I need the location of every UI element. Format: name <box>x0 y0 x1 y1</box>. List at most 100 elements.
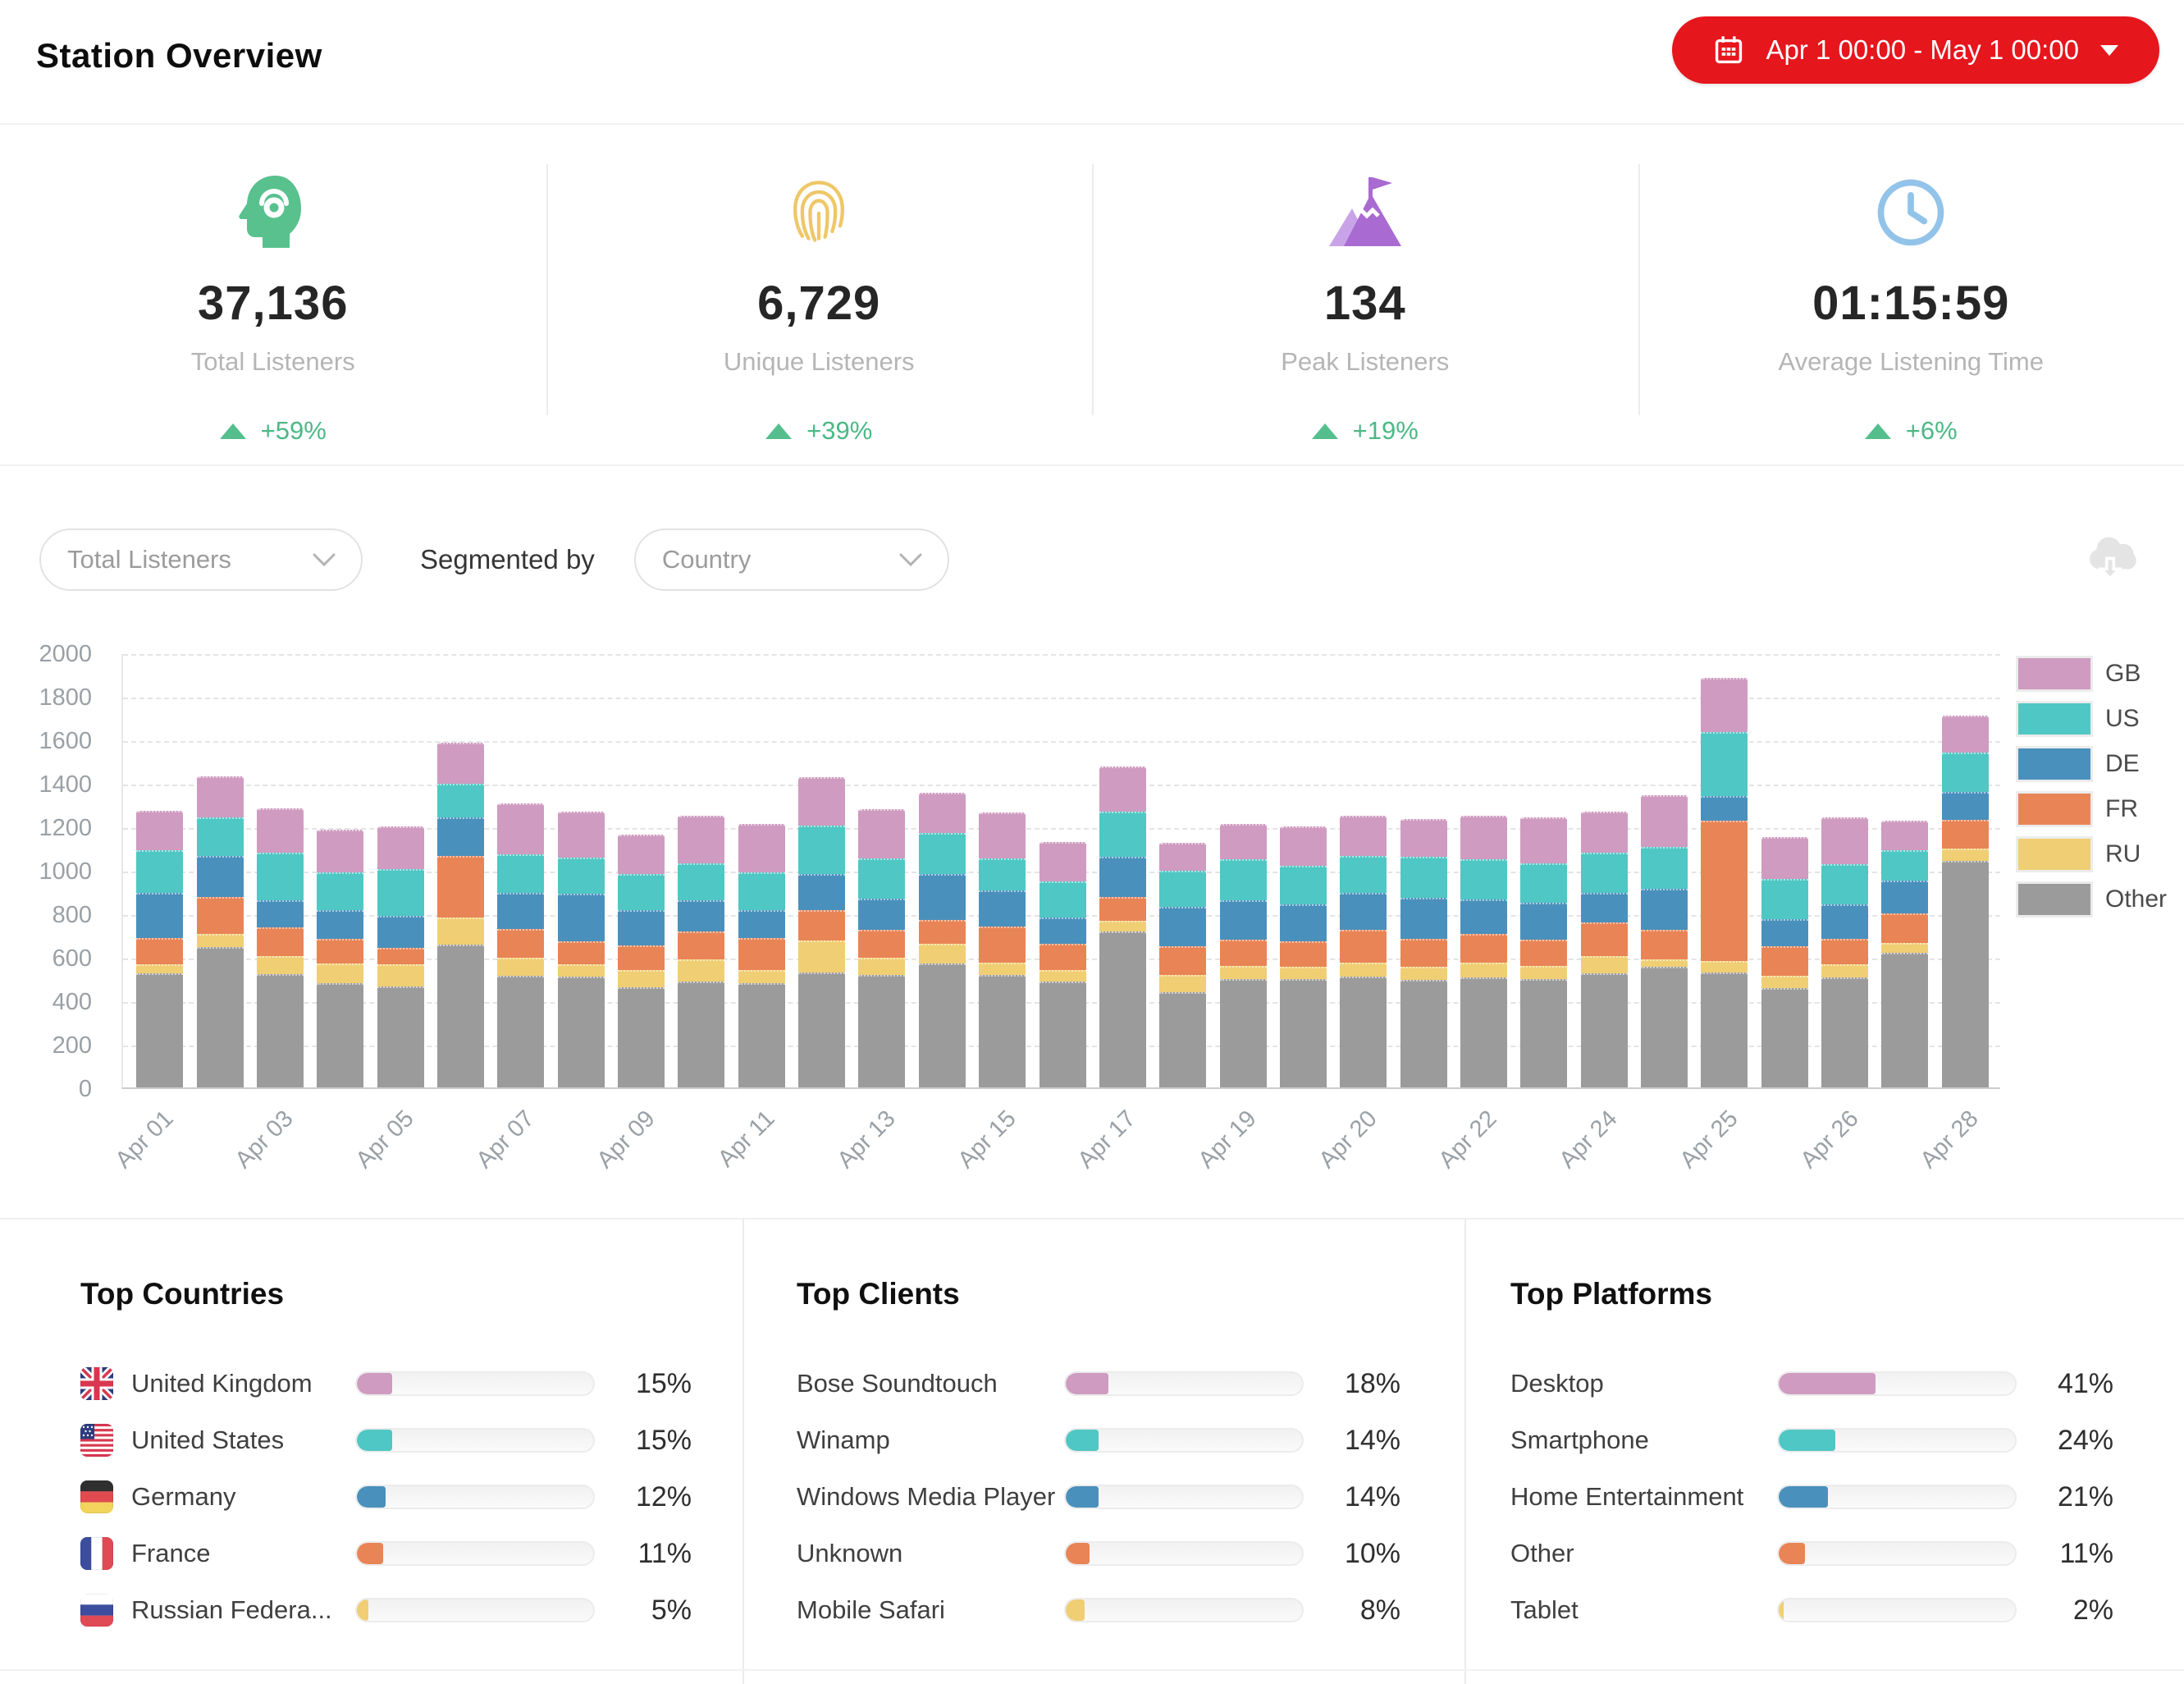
bar-segment-de <box>1340 892 1387 930</box>
bar-segment-fr <box>1701 821 1748 962</box>
row-label: France <box>131 1539 211 1567</box>
legend-item-other[interactable]: Other <box>2018 883 2167 916</box>
progress-fill <box>1066 1599 1085 1621</box>
row-label: Russian Federa... <box>131 1595 332 1624</box>
row-percent: 11% <box>2059 1537 2113 1569</box>
chevron-down-icon <box>2100 44 2118 56</box>
metric-dropdown-value: Total Listeners <box>67 545 231 574</box>
list-row: Mobile Safari 8% <box>797 1592 1400 1628</box>
bar-segment-other <box>1580 972 1628 1087</box>
bar-segment-us <box>1039 881 1086 918</box>
stat-card-peak-listeners: 134 Peak Listeners +19% <box>1092 126 1638 463</box>
bar-segment-us <box>1821 864 1869 905</box>
stacked-bar <box>136 811 184 1087</box>
stacked-bar <box>1159 842 1207 1087</box>
bar-segment-fr <box>1520 939 1568 966</box>
gridline <box>123 654 2000 656</box>
x-tick-label: Apr 15 <box>953 1105 1021 1174</box>
x-tick-label: Apr 05 <box>350 1105 419 1174</box>
bar-segment-ru <box>1520 965 1568 979</box>
bar-segment-gb <box>136 811 184 851</box>
row-percent: 24% <box>2057 1424 2113 1456</box>
x-tick-label: Apr 22 <box>1434 1105 1503 1174</box>
metric-dropdown[interactable]: Total Listeners <box>39 529 363 591</box>
segment-dropdown[interactable]: Country <box>633 529 949 591</box>
stat-label: Average Listening Time <box>1778 347 2044 376</box>
stacked-bar <box>557 811 605 1087</box>
progress-track <box>1777 1598 2017 1622</box>
row-label: Mobile Safari <box>797 1595 945 1624</box>
legend-item-de[interactable]: DE <box>2018 748 2167 780</box>
stats-row: 37,136 Total Listeners +59% 6,729 Unique… <box>0 126 2184 463</box>
bar-segment-ru <box>1761 975 1808 989</box>
bar-segment-gb <box>317 830 364 872</box>
bar-segment-ru <box>918 944 966 963</box>
bar-segment-fr <box>1340 929 1387 963</box>
bar-segment-us <box>678 863 725 901</box>
bar-segment-fr <box>1580 922 1628 956</box>
stacked-bar <box>1099 766 1146 1087</box>
stacked-bar <box>1039 842 1086 1087</box>
bar-segment-other <box>1340 976 1387 1087</box>
stacked-bar <box>1821 817 1869 1087</box>
bar-segment-de <box>1641 888 1688 930</box>
bar-segment-ru <box>557 964 605 977</box>
list-row: Russian Federa... 5% <box>80 1592 692 1628</box>
bar-segment-fr <box>1641 929 1688 959</box>
bar-segment-fr <box>1460 934 1507 963</box>
list-row: Germany 12% <box>80 1479 692 1515</box>
bar-segment-fr <box>497 928 545 959</box>
bar-segment-other <box>317 982 364 1087</box>
legend-item-gb[interactable]: GB <box>2018 657 2167 690</box>
bar-segment-us <box>1701 732 1748 796</box>
row-percent: 8% <box>1359 1594 1400 1626</box>
trend-up-icon <box>219 423 246 439</box>
bar-segment-fr <box>136 938 184 965</box>
bar-segment-de <box>1881 881 1929 914</box>
bar-segment-gb <box>738 823 785 872</box>
legend-item-fr[interactable]: FR <box>2018 793 2167 826</box>
legend-label: FR <box>2105 795 2138 822</box>
gridline <box>123 828 2000 830</box>
stat-card-average-listening-time: 01:15:59 Average Listening Time +6% <box>1638 126 2184 463</box>
flag-icon-fr <box>80 1537 113 1570</box>
row-percent: 2% <box>2072 1594 2113 1626</box>
bar-segment-gb <box>1279 826 1327 866</box>
bar-segment-ru <box>858 958 906 976</box>
bar-segment-de <box>436 817 484 856</box>
bar-segment-fr <box>738 937 785 971</box>
stat-value: 134 <box>1323 277 1406 330</box>
bar-segment-de <box>1159 906 1207 946</box>
stacked-bar <box>1219 824 1267 1087</box>
list-row: Winamp 14% <box>797 1422 1400 1458</box>
date-range-button[interactable]: Apr 1 00:00 - May 1 00:00 <box>1672 16 2159 84</box>
bar-segment-other <box>678 981 725 1087</box>
bar-segment-us <box>1460 858 1507 899</box>
bar-segment-de <box>256 900 304 928</box>
legend-item-ru[interactable]: RU <box>2018 838 2167 871</box>
row-percent: 5% <box>651 1594 692 1626</box>
bar-segment-other <box>497 975 545 1087</box>
cloud-download-icon[interactable] <box>2081 530 2140 583</box>
stacked-bar <box>1520 817 1568 1087</box>
page-title: Station Overview <box>36 36 322 75</box>
progress-track <box>1064 1541 1304 1566</box>
bar-segment-de <box>798 873 846 910</box>
bar-segment-gb <box>1159 842 1207 872</box>
bar-segment-other <box>1460 977 1507 1087</box>
y-tick-label: 0 <box>78 1076 92 1102</box>
bar-segment-de <box>618 909 665 946</box>
segment-dropdown-value: Country <box>661 545 752 574</box>
bar-segment-ru <box>1641 959 1688 967</box>
bar-segment-ru <box>738 970 785 983</box>
legend-item-us[interactable]: US <box>2018 702 2167 735</box>
x-tick-label: Apr 13 <box>832 1105 901 1174</box>
bar-segment-other <box>618 987 665 1087</box>
bar-segment-de <box>377 915 424 949</box>
stacked-bar <box>798 776 846 1087</box>
x-tick-label: Apr 17 <box>1072 1105 1141 1174</box>
bar-segment-other <box>1761 988 1808 1087</box>
row-percent: 14% <box>1344 1480 1400 1512</box>
row-label: Smartphone <box>1510 1425 1649 1454</box>
bar-segment-other <box>1520 978 1568 1087</box>
